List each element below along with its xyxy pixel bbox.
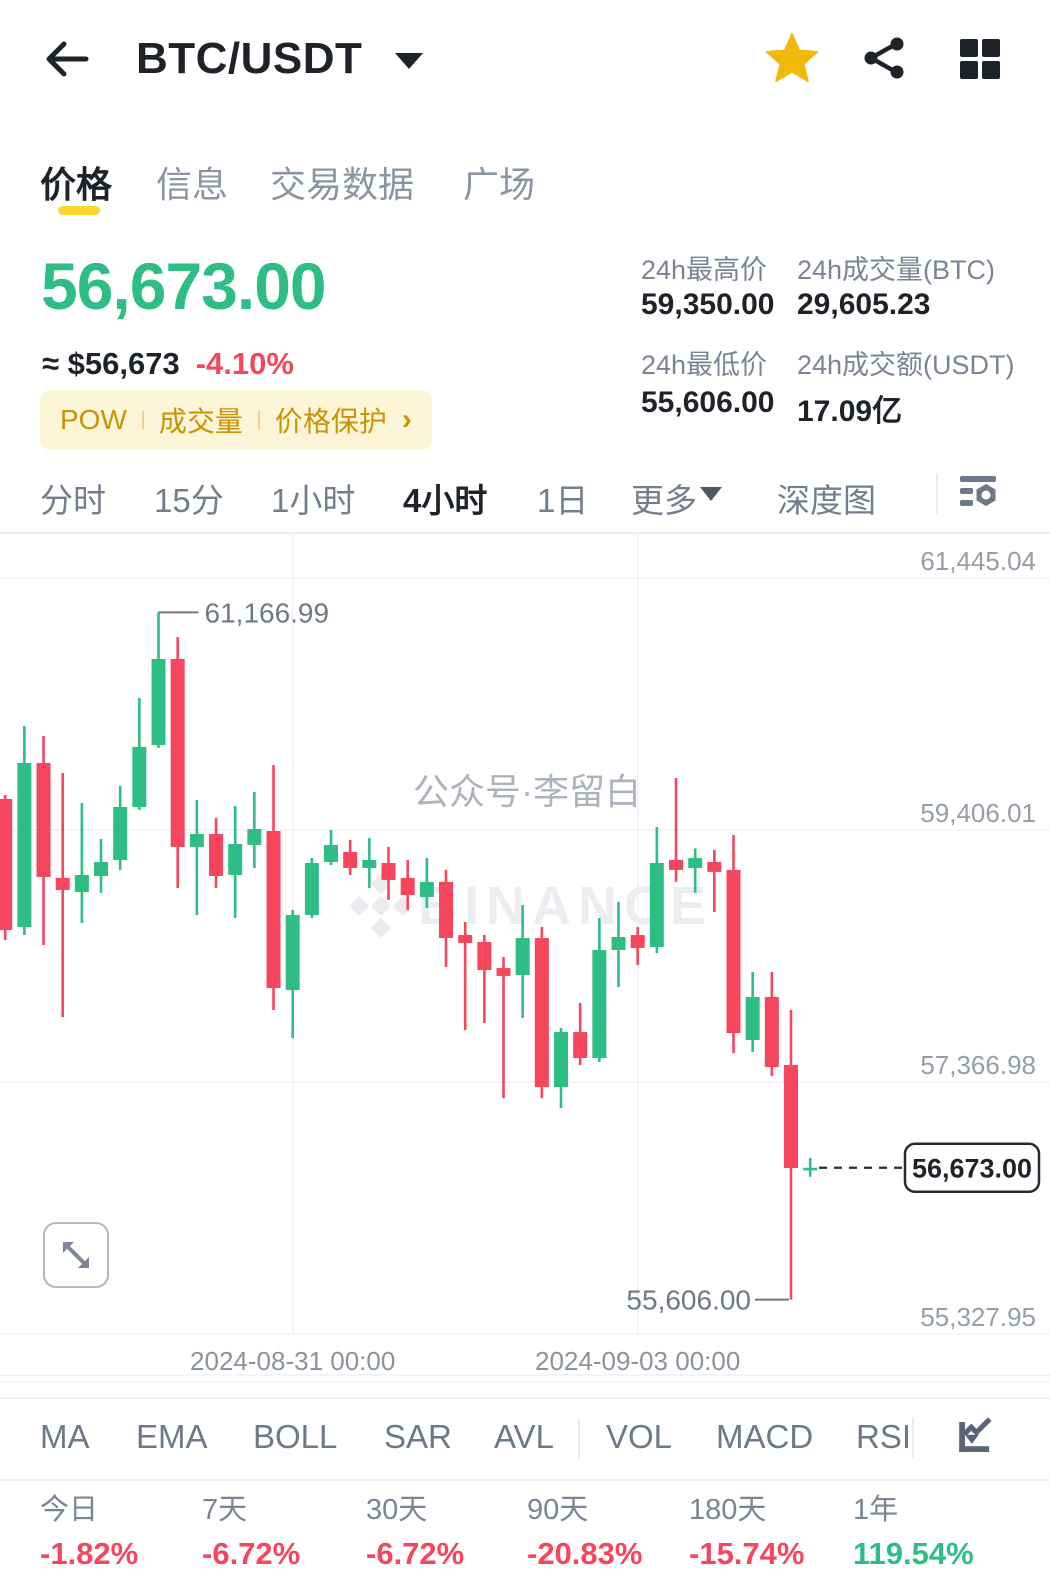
stat-quote-label: 24h成交额(USDT) <box>797 350 1015 380</box>
indicator-divider <box>578 1418 580 1458</box>
perf-value: -1.82% <box>40 1536 139 1571</box>
expand-arrows-icon <box>63 1242 89 1268</box>
candlestick-chart[interactable]: 61,445.04 59,406.01 57,366.98 55,327.95 2024… <box>0 532 1050 1384</box>
perf-value: -20.83% <box>527 1536 643 1571</box>
token-tags-badge[interactable]: POW 成交量 价格保护 › <box>40 390 432 450</box>
price-fiat-row: ≈ $56,673 -4.10% <box>42 346 294 382</box>
kline-chart-icon <box>959 1417 992 1452</box>
arrow-left-icon <box>46 41 89 77</box>
binance-watermark: BINANCE <box>418 876 713 936</box>
indicator-divider <box>912 1418 914 1458</box>
stat-high-label: 24h最高价 <box>641 255 768 285</box>
tab-trade-data[interactable]: 交易数据 <box>270 164 415 205</box>
stat-quote-value: 17.09亿 <box>797 395 903 428</box>
back-button[interactable] <box>42 38 90 85</box>
tf-1d[interactable]: 1日 <box>537 482 589 519</box>
last-price: 56,673.00 <box>41 249 327 323</box>
x-axis-label: 2024-09-03 00:00 <box>535 1346 740 1376</box>
badge-divider <box>141 411 144 429</box>
grid-icon <box>960 39 1000 79</box>
perf-value: 119.54% <box>853 1536 974 1571</box>
stat-high-value: 59,350.00 <box>641 288 775 321</box>
perf-label: 30天 <box>366 1494 428 1526</box>
perf-label: 180天 <box>689 1494 767 1526</box>
perf-label: 今日 <box>40 1494 99 1526</box>
current-price-box <box>903 1142 1041 1194</box>
indicator-sar[interactable]: SAR <box>384 1418 452 1455</box>
tf-more[interactable]: 更多 <box>631 482 697 519</box>
perf-col-30d: 30天 -6.72% <box>366 1486 464 1572</box>
perf-value: -6.72% <box>366 1536 465 1571</box>
tf-15m[interactable]: 15分 <box>154 482 224 519</box>
perf-col-7d: 7天 -6.72% <box>202 1486 300 1572</box>
indicator-ma[interactable]: MA <box>40 1418 90 1455</box>
watermark-text: 公众号·李留白 <box>413 771 641 812</box>
perf-label: 90天 <box>527 1494 589 1526</box>
pair-dropdown-caret[interactable] <box>394 52 424 75</box>
tag-volume: 成交量 <box>158 406 243 437</box>
layout-grid-button[interactable] <box>958 37 1002 86</box>
share-icon <box>864 37 904 79</box>
high-annotation: 61,166.99 <box>205 597 330 628</box>
indicator-vol[interactable]: VOL <box>606 1418 673 1455</box>
tf-depth-chart[interactable]: 深度图 <box>777 482 876 519</box>
tag-price-protection: 价格保护 <box>274 406 387 437</box>
current-price-label: 56,673.00 <box>912 1153 1032 1183</box>
fullscreen-button[interactable] <box>43 1222 109 1288</box>
stat-low-label: 24h最低价 <box>641 350 768 380</box>
tag-pow: POW <box>60 404 127 435</box>
indicator-avl[interactable]: AVL <box>494 1418 554 1455</box>
indicator-ema[interactable]: EMA <box>136 1418 208 1455</box>
tf-4h[interactable]: 4小时 <box>403 482 488 519</box>
tab-square[interactable]: 广场 <box>463 164 536 205</box>
tab-info[interactable]: 信息 <box>156 164 229 205</box>
perf-label: 7天 <box>202 1494 248 1526</box>
active-tab-indicator <box>58 206 100 215</box>
y-axis-label: 57,366.98 <box>920 1050 1036 1080</box>
perf-col-1y: 1年 119.54% <box>853 1486 974 1572</box>
y-axis-label: 55,327.95 <box>920 1302 1036 1332</box>
star-icon <box>766 33 818 82</box>
tf-minute[interactable]: 分时 <box>40 482 106 519</box>
perf-col-180d: 180天 -15.74% <box>689 1486 804 1572</box>
indicator-rsi[interactable]: RSI <box>856 1418 912 1455</box>
share-button[interactable] <box>862 36 906 85</box>
chevron-right-icon: › <box>401 403 412 436</box>
perf-col-90d: 90天 -20.83% <box>527 1486 642 1572</box>
stat-low-value: 55,606.00 <box>641 386 775 419</box>
chart-settings-button[interactable] <box>958 472 998 517</box>
indicator-boll[interactable]: BOLL <box>253 1418 338 1455</box>
fiat-approx: ≈ $56,673 <box>42 346 180 381</box>
stat-vol-label: 24h成交量(BTC) <box>797 255 996 285</box>
indicator-macd[interactable]: MACD <box>716 1418 814 1455</box>
perf-col-today: 今日 -1.82% <box>40 1486 138 1572</box>
perf-value: -15.74% <box>689 1536 805 1571</box>
price-change-24h: -4.10% <box>195 346 294 381</box>
toolbar-divider <box>936 474 938 514</box>
tab-price[interactable]: 价格 <box>40 164 113 205</box>
indicator-bar <box>0 1397 1050 1481</box>
stat-vol-value: 29,605.23 <box>797 288 931 321</box>
favorite-button[interactable] <box>766 32 818 87</box>
tf-1h[interactable]: 1小时 <box>271 482 356 519</box>
y-axis-label: 59,406.01 <box>920 798 1036 828</box>
chart-style-button[interactable] <box>950 1414 996 1465</box>
y-axis-label: 61,445.04 <box>920 546 1036 576</box>
perf-label: 1年 <box>853 1494 899 1526</box>
page-title[interactable]: BTC/USDT <box>136 34 363 83</box>
chevron-down-icon <box>395 53 423 69</box>
indicator-settings-icon <box>960 476 996 506</box>
x-axis-label: 2024-08-31 00:00 <box>190 1346 395 1376</box>
perf-value: -6.72% <box>202 1536 301 1571</box>
more-caret-icon[interactable] <box>700 487 722 501</box>
badge-divider <box>257 411 260 429</box>
low-annotation: 55,606.00 <box>626 1285 751 1316</box>
